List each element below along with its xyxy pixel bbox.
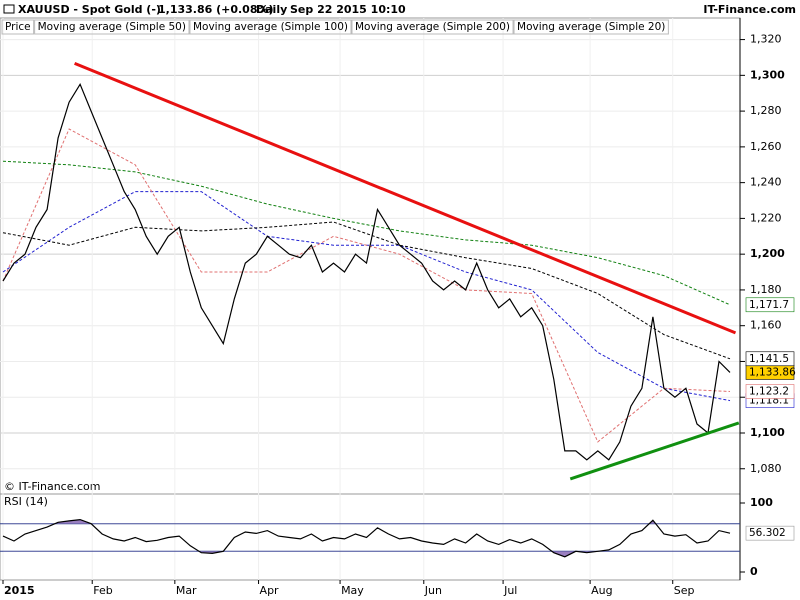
x-tick-label: Aug [591,584,612,597]
x-tick-label: Apr [260,584,280,597]
brand: IT-Finance.com [703,3,796,16]
legend-entry: Moving average (Simple 50) [38,21,186,33]
y-tick-label: 1,200 [750,247,785,260]
legend-entry: Moving average (Simple 100) [193,21,348,33]
copyright: © IT-Finance.com [4,480,101,493]
trend-line [569,421,740,481]
y-tick-label: 0 [750,565,758,578]
y-tick-label: 1,220 [750,211,782,224]
last-value-label: 1,171.7 [749,299,789,311]
last-value-box [745,525,795,541]
series-line [2,128,731,443]
x-tick-label: May [341,584,364,597]
datetime: Sep 22 2015 10:10 [290,3,406,16]
legend-box [1,19,35,35]
series-line [2,160,731,306]
series-line [2,82,731,461]
x-tick-label: Feb [93,584,112,597]
y-tick-label: 1,080 [750,462,782,475]
x-tick-label: 2015 [4,584,35,597]
legend-entry: Moving average (Simple 200) [355,21,510,33]
y-tick-label: 100 [750,496,773,509]
legend-entry: Price [5,21,31,33]
y-tick-label: 1,280 [750,104,782,117]
last-value-box [745,351,795,367]
y-tick-label: 1,180 [750,283,782,296]
y-tick-label: 1,100 [750,426,785,439]
last-value-box [745,297,795,313]
y-tick-label: 1,240 [750,176,782,189]
legend-box [513,19,669,35]
x-tick-label: Jul [503,584,517,597]
last-value-label: 56.302 [749,527,786,539]
y-tick-label: 1,320 [750,33,782,46]
y-tick-label: 1,160 [750,319,782,332]
icon [3,4,15,14]
series-line [2,221,731,360]
legend-box [351,19,514,35]
legend-box [34,19,190,35]
legend-entry: Moving average (Simple 20) [517,21,665,33]
symbol: XAUUSD - Spot Gold (-) [18,3,161,16]
last-value-label: 1,133.86 [749,366,796,378]
y-tick-label: 1,300 [750,68,785,81]
last-value-box [745,384,795,399]
x-tick-label: Mar [176,584,197,597]
header: XAUUSD - Spot Gold (-) 1,133.86 (+0.08%)… [3,3,796,16]
series-line [2,518,731,558]
rsi-fill [3,519,730,524]
last-value-label: 1,123.2 [749,386,789,398]
period: Daily [256,3,287,16]
legend-box [189,19,352,35]
last-value-label: 1,141.5 [749,353,789,365]
x-tick-label: Jun [424,584,442,597]
trend-line [74,61,737,335]
rsi-title: RSI (14) [4,495,48,508]
quote: 1,133.86 (+0.08%) [158,3,274,16]
x-tick-label: Sep [674,584,695,597]
y-tick-label: 1,260 [750,140,782,153]
